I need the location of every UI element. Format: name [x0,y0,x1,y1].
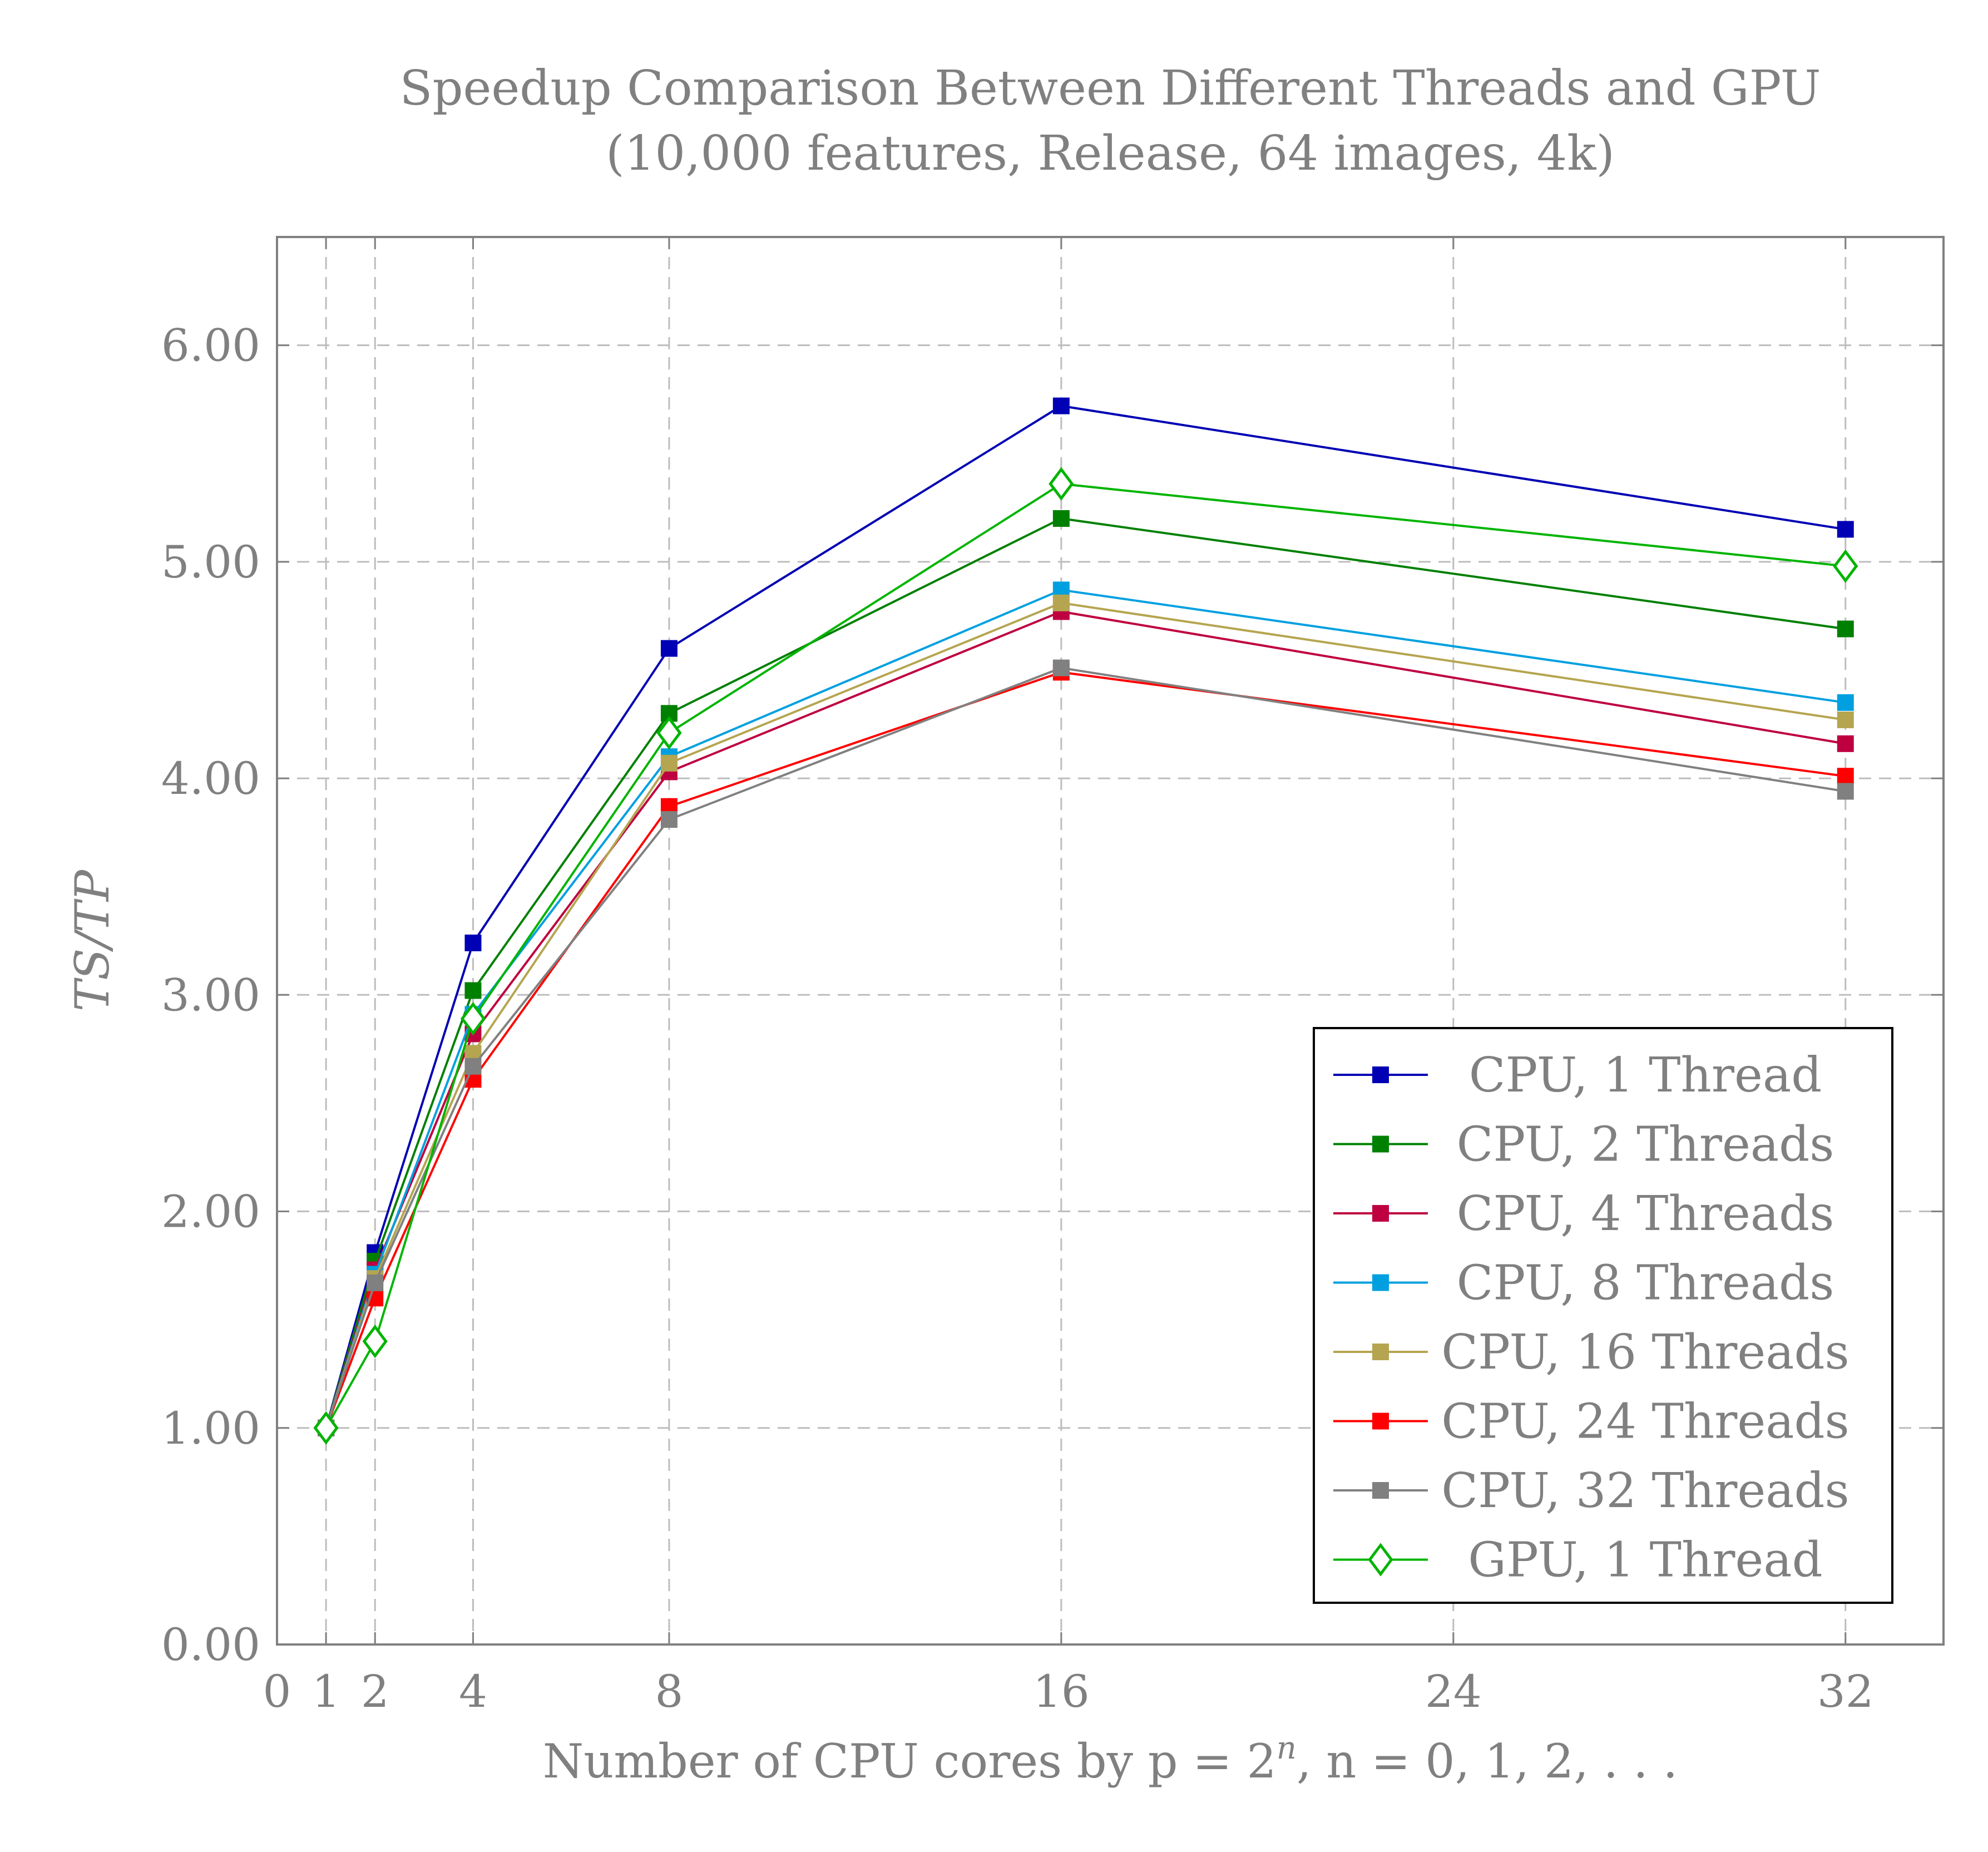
series-2-point-4 [464,982,482,999]
series-1-point-4 [464,934,482,951]
y-tick-label-2: 2.00 [161,1186,260,1238]
legend-entry-6: CPU, 24 Threads [1333,1394,1849,1450]
series-7-point-2 [367,1274,384,1291]
legend: CPU, 1 Thread CPU, 2 Threads CPU, 4 Thread… [1313,1027,1893,1604]
x-axis-label: Number of CPU cores by p = 2n, n = 0, 1,… [543,1730,1678,1789]
x-tick-label-24: 24 [1425,1666,1482,1717]
series-line-8 [325,482,1846,1429]
series-8-point-2 [362,1324,388,1359]
legend-marker-6 [1372,1413,1389,1430]
chart-subtitle: (10,000 features, Release, 64 images, 4k… [606,126,1615,181]
y-tick-label-4: 4.00 [161,753,260,804]
data-series [313,397,1858,1445]
series-2-point-16 [1052,510,1070,527]
series-5-point-32 [1837,711,1854,728]
legend-entry-8: GPU, 1 Thread [1333,1533,1823,1588]
y-tick-label-5: 5.00 [161,536,260,588]
y-tick-label-0: 0.00 [161,1619,260,1671]
x-tick-label-16: 16 [1033,1666,1090,1717]
x-tick-label-4: 4 [459,1666,487,1717]
x-tick-label-8: 8 [655,1666,683,1717]
series-7-point-8 [660,811,677,828]
legend-entry-2: CPU, 2 Threads [1333,1117,1834,1173]
legend-marker-2 [1372,1135,1389,1153]
legend-label-5: CPU, 16 Threads [1441,1325,1849,1380]
chart-title: Speedup Comparison Between Different Thr… [400,61,1821,116]
series-8-point-8 [656,716,682,750]
x-tick-label-2: 2 [361,1666,389,1717]
legend-box [1313,1027,1893,1604]
series-line-7 [325,666,1846,1429]
series-1-point-8 [660,640,677,657]
series-8-point-32 [1833,549,1858,583]
x-axis-label-main: Number of CPU cores by p = 2 [543,1734,1277,1789]
x-axis-label-exponent: n [1277,1730,1297,1766]
series-4-point-32 [1837,694,1854,711]
x-tick-label-0: 0 [263,1666,291,1717]
legend-marker-8 [1368,1543,1393,1577]
legend-entry-4: CPU, 8 Threads [1333,1256,1834,1311]
plot-frame [276,236,1945,1646]
series-1-point-16 [1052,397,1070,414]
x-tick-label-1: 1 [312,1666,340,1717]
legend-entry-7: CPU, 32 Threads [1333,1463,1849,1519]
series-7 [318,659,1854,1436]
axis-ticks: 0 1 2 4 8 16 24 320.001.002.003.004.005.006.00 [161,237,1944,1717]
y-tick-label-1: 1.00 [161,1402,260,1454]
y-axis-label-text: TS/TP [65,869,120,1011]
series-8-point-1 [313,1411,339,1445]
series-8-point-16 [1049,467,1074,501]
legend-label-1: CPU, 1 Thread [1469,1048,1822,1103]
y-axis-label: TS/TP [65,869,120,1011]
legend-marker-5 [1372,1344,1389,1360]
series-7-point-16 [1052,659,1070,676]
series-2-point-32 [1837,620,1854,638]
y-tick-label-3: 3.00 [161,969,260,1021]
x-axis-label-tail: , n = 0, 1, 2, . . . [1297,1734,1678,1789]
y-tick-label-6: 6.00 [161,320,260,372]
series-8 [313,467,1858,1445]
series-5-point-16 [1052,594,1070,611]
legend-label-6: CPU, 24 Threads [1441,1394,1849,1450]
legend-entry-5: CPU, 16 Threads [1333,1325,1849,1380]
legend-label-2: CPU, 2 Threads [1457,1117,1834,1173]
x-tick-label-32: 32 [1817,1666,1874,1717]
legend-entry-1: CPU, 1 Thread [1333,1048,1822,1103]
series-7-point-4 [464,1058,482,1075]
series-8-point-4 [460,1001,486,1036]
series-6-point-32 [1837,768,1854,785]
legend-marker-3 [1372,1205,1389,1222]
legend-label-7: CPU, 32 Threads [1441,1463,1849,1519]
legend-label-4: CPU, 8 Threads [1457,1256,1834,1311]
series-7-point-32 [1837,783,1854,800]
legend-label-8: GPU, 1 Thread [1468,1533,1822,1588]
legend-marker-1 [1372,1066,1389,1083]
legend-marker-7 [1372,1482,1389,1499]
series-5-point-8 [660,754,677,772]
series-1-point-32 [1837,521,1854,538]
legend-label-3: CPU, 4 Threads [1457,1186,1834,1242]
legend-entry-3: CPU, 4 Threads [1333,1186,1834,1242]
legend-marker-4 [1372,1274,1389,1291]
series-3-point-32 [1837,735,1854,752]
